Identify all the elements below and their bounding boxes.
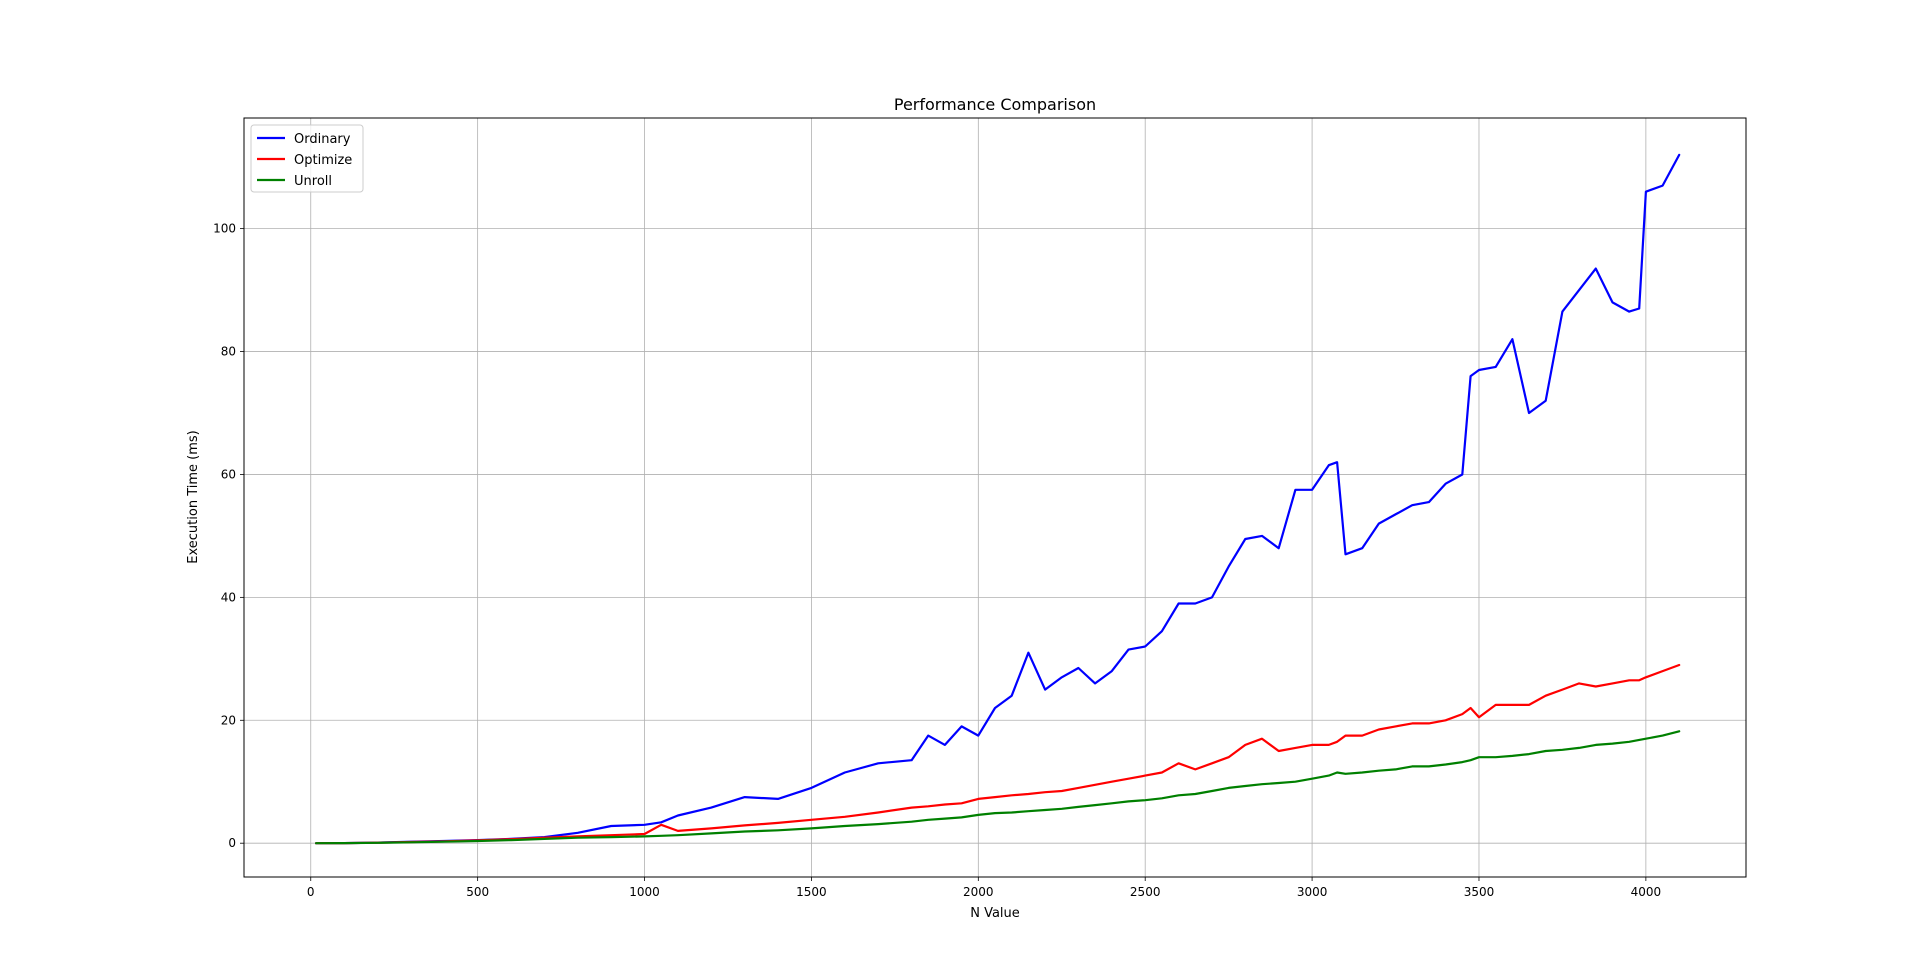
y-axis-label: Execution Time (ms) (186, 430, 201, 563)
x-tick-label: 2500 (1130, 885, 1161, 899)
x-tick-label: 3500 (1464, 885, 1495, 899)
axes-frame (243, 117, 1747, 878)
x-tick-label: 500 (466, 885, 489, 899)
axis-ticks: 0 500 1000 1500 2000 2500 3000 3500 4000 0 20 40 60 8… (213, 222, 1661, 899)
y-tick-label: 40 (221, 590, 236, 604)
y-tick-label: 0 (228, 836, 236, 850)
x-axis-label: N Value (970, 906, 1020, 921)
chart-title: Performance Comparison (894, 95, 1096, 114)
legend-label-unroll: Unroll (294, 174, 332, 189)
grid-lines (244, 118, 1746, 877)
legend-box (250, 124, 364, 193)
y-tick-label: 80 (221, 345, 236, 359)
x-tick-label: 2000 (963, 885, 994, 899)
legend-label-optimize: Optimize (294, 153, 352, 168)
x-tick-label: 1500 (796, 885, 827, 899)
y-tick-label: 100 (213, 222, 236, 236)
series-lines (315, 153, 1681, 845)
legend-label-ordinary: Ordinary (294, 132, 351, 147)
series-line-ordinary (315, 153, 1681, 845)
series-line-optimize (315, 663, 1681, 845)
series-line-unroll (315, 730, 1681, 845)
x-tick-label: 0 (307, 885, 315, 899)
y-tick-label: 20 (221, 713, 236, 727)
y-tick-label: 60 (221, 467, 236, 481)
x-tick-label: 4000 (1631, 885, 1662, 899)
x-tick-label: 3000 (1297, 885, 1328, 899)
x-tick-label: 1000 (629, 885, 660, 899)
legend: Ordinary Optimize Unroll (250, 124, 364, 193)
